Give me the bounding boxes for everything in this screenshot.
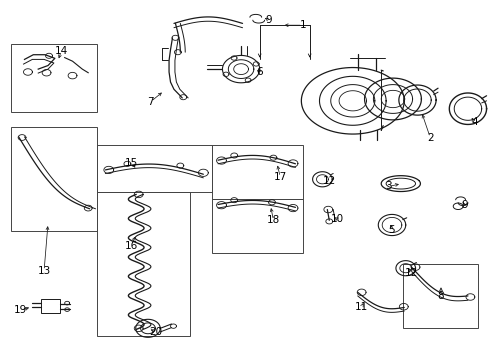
Text: 20: 20: [149, 327, 162, 337]
Text: 6: 6: [256, 67, 263, 77]
Bar: [212, 145, 303, 199]
Text: 2: 2: [427, 132, 434, 143]
Text: 9: 9: [461, 200, 468, 210]
Text: 9: 9: [265, 15, 272, 25]
Text: 10: 10: [331, 214, 343, 224]
Bar: [403, 264, 478, 328]
Text: 12: 12: [322, 176, 336, 186]
Text: 14: 14: [54, 46, 68, 56]
Bar: [41, 299, 60, 313]
Text: 16: 16: [124, 240, 138, 251]
Text: 1: 1: [299, 20, 306, 30]
Bar: [97, 145, 212, 192]
Bar: [11, 44, 97, 112]
Text: 11: 11: [355, 302, 368, 312]
Text: 15: 15: [124, 158, 138, 168]
Text: 12: 12: [405, 268, 418, 278]
Text: 8: 8: [438, 291, 444, 301]
Text: 5: 5: [388, 225, 394, 235]
Text: 3: 3: [385, 181, 392, 192]
Bar: [212, 199, 303, 253]
Text: 13: 13: [37, 266, 51, 276]
Text: 17: 17: [273, 172, 287, 182]
Bar: [11, 127, 97, 231]
Bar: [97, 192, 190, 336]
Text: 18: 18: [267, 215, 280, 225]
Text: 19: 19: [14, 305, 27, 315]
Text: 4: 4: [471, 117, 478, 127]
Text: 7: 7: [147, 96, 154, 107]
